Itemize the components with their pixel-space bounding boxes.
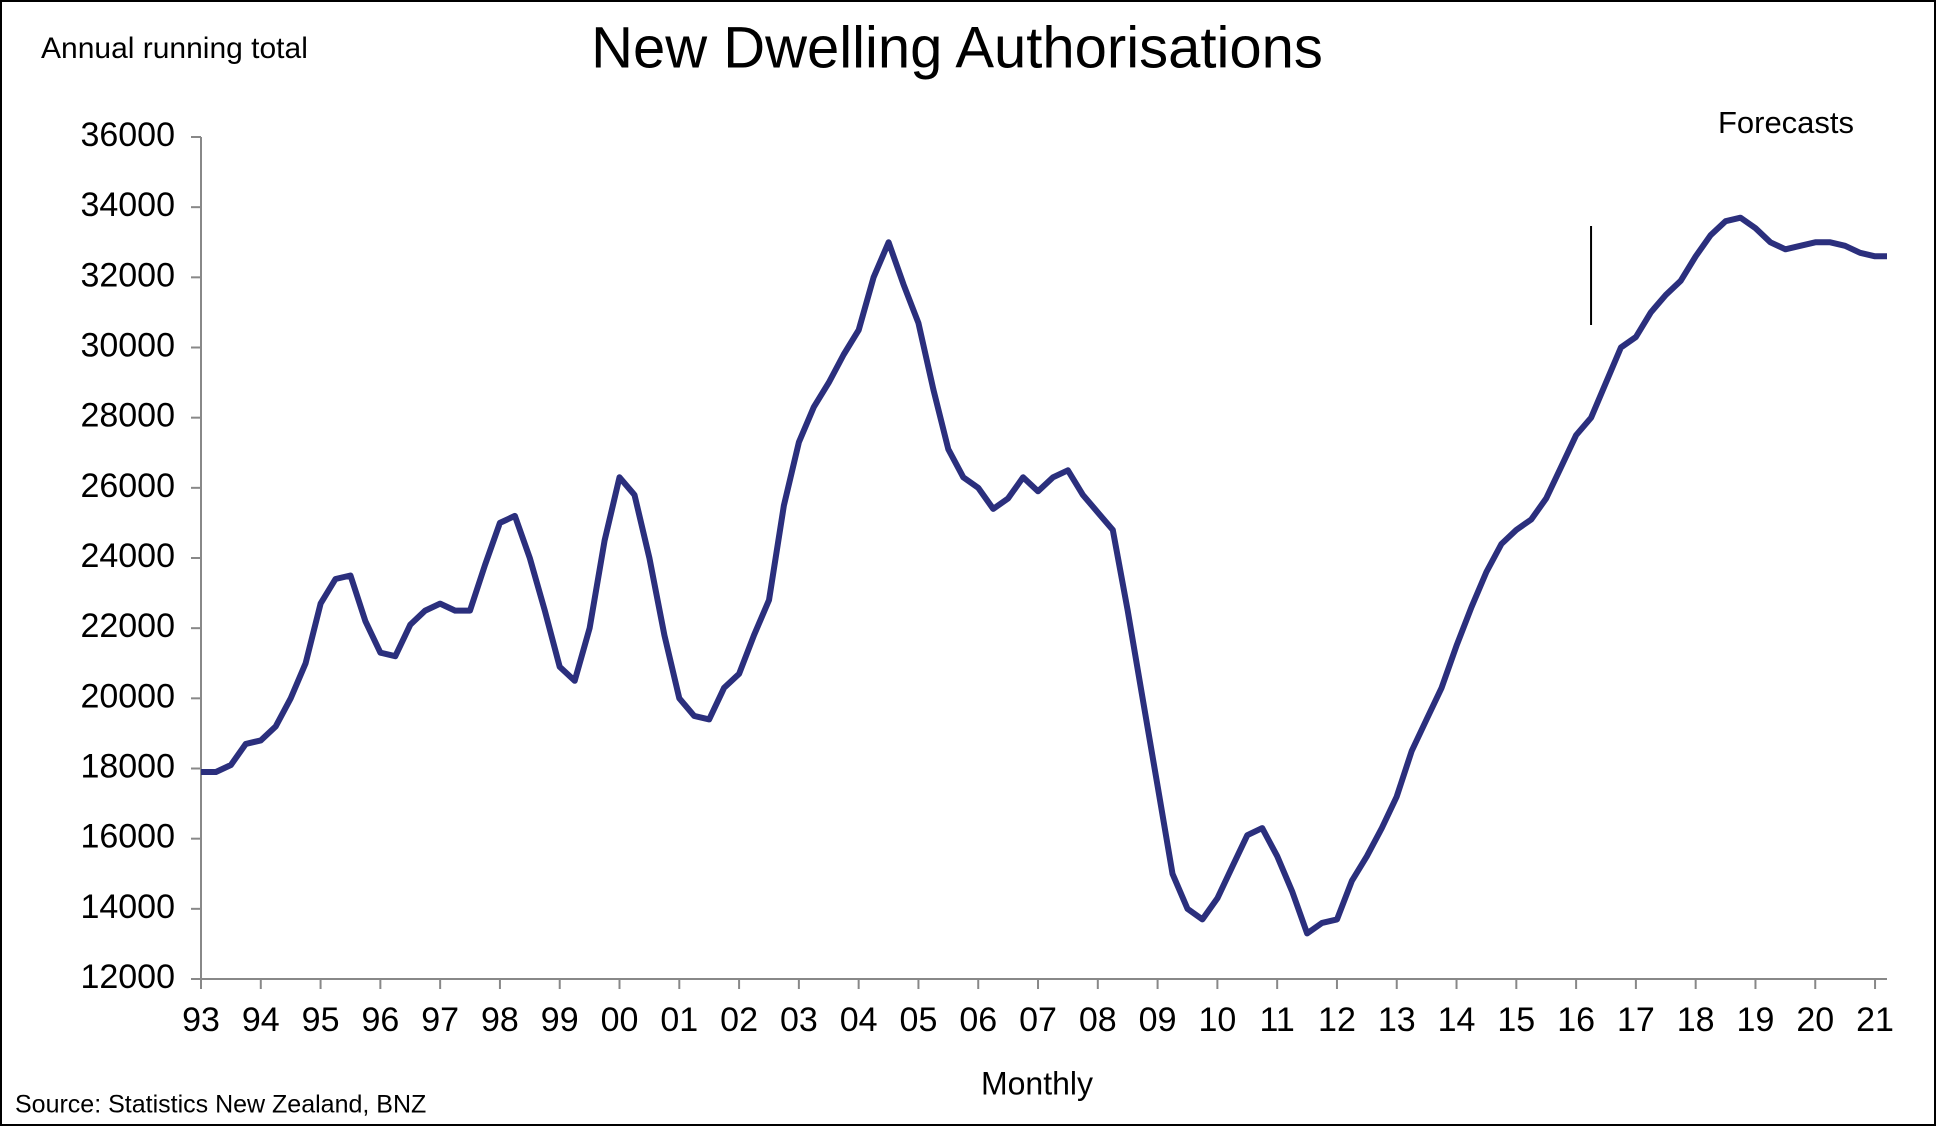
x-tick-label: 05 (900, 1001, 938, 1039)
x-tick-label: 18 (1677, 1001, 1715, 1039)
subtitle: Annual running total (41, 32, 308, 65)
x-tick-label: 06 (959, 1001, 997, 1039)
x-tick-label: 16 (1557, 1001, 1595, 1039)
x-tick-label: 20 (1796, 1001, 1834, 1039)
x-tick-label: 99 (541, 1001, 579, 1039)
x-tick-label: 98 (481, 1001, 519, 1039)
x-tick-label: 12 (1318, 1001, 1356, 1039)
x-tick-label: 01 (660, 1001, 698, 1039)
y-tick-label: 30000 (80, 326, 175, 364)
y-tick-label: 24000 (80, 537, 175, 575)
x-tick-label: 02 (720, 1001, 758, 1039)
y-tick-label: 28000 (80, 397, 175, 435)
data-line (201, 214, 1887, 937)
x-tick-label: 17 (1617, 1001, 1655, 1039)
y-tick-label: 26000 (80, 467, 175, 505)
x-tick-label: 08 (1079, 1001, 1117, 1039)
y-tick-label: 16000 (80, 818, 175, 856)
x-tick-label: 11 (1260, 1001, 1295, 1039)
chart-title: New Dwelling Authorisations (591, 15, 1323, 80)
x-tick-label: 00 (601, 1001, 639, 1039)
y-tick-label: 18000 (80, 747, 175, 785)
y-tick-label: 12000 (80, 958, 175, 996)
x-tick-label: 97 (421, 1001, 459, 1039)
x-tick-label: 15 (1497, 1001, 1535, 1039)
y-tick-label: 34000 (80, 186, 175, 224)
x-tick-label: 93 (182, 1001, 220, 1039)
x-tick-label: 14 (1438, 1001, 1476, 1039)
y-tick-label: 20000 (80, 677, 175, 715)
x-tick-label: 07 (1019, 1001, 1057, 1039)
y-tick-label: 32000 (80, 256, 175, 294)
x-tick-label: 19 (1737, 1001, 1775, 1039)
x-axis-label: Monthly (981, 1065, 1093, 1101)
x-tick-label: 96 (361, 1001, 399, 1039)
source: Source: Statistics New Zealand, BNZ (15, 1091, 426, 1119)
x-tick-label: 04 (840, 1001, 878, 1039)
x-tick-label: 94 (242, 1001, 280, 1039)
x-tick-label: 10 (1198, 1001, 1236, 1039)
y-tick-label: 14000 (80, 888, 175, 926)
x-tick-label: 95 (302, 1001, 340, 1039)
x-tick-label: 09 (1139, 1001, 1177, 1039)
x-tick-label: 03 (780, 1001, 818, 1039)
y-tick-label: 36000 (80, 116, 175, 154)
forecast-label: Forecasts (1718, 105, 1854, 140)
x-tick-label: 13 (1378, 1001, 1416, 1039)
x-tick-label: 21 (1856, 1001, 1894, 1039)
y-tick-label: 22000 (80, 607, 175, 645)
